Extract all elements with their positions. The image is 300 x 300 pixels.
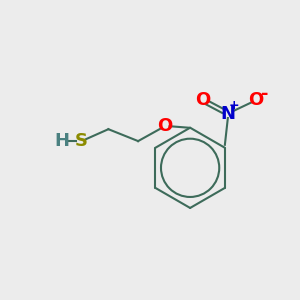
Text: +: +	[229, 99, 240, 112]
Text: O: O	[157, 117, 172, 135]
Text: H: H	[55, 132, 70, 150]
Text: O: O	[248, 91, 264, 109]
Text: -: -	[261, 85, 269, 103]
Text: O: O	[195, 91, 210, 109]
Text: S: S	[75, 132, 88, 150]
Text: N: N	[220, 105, 235, 123]
